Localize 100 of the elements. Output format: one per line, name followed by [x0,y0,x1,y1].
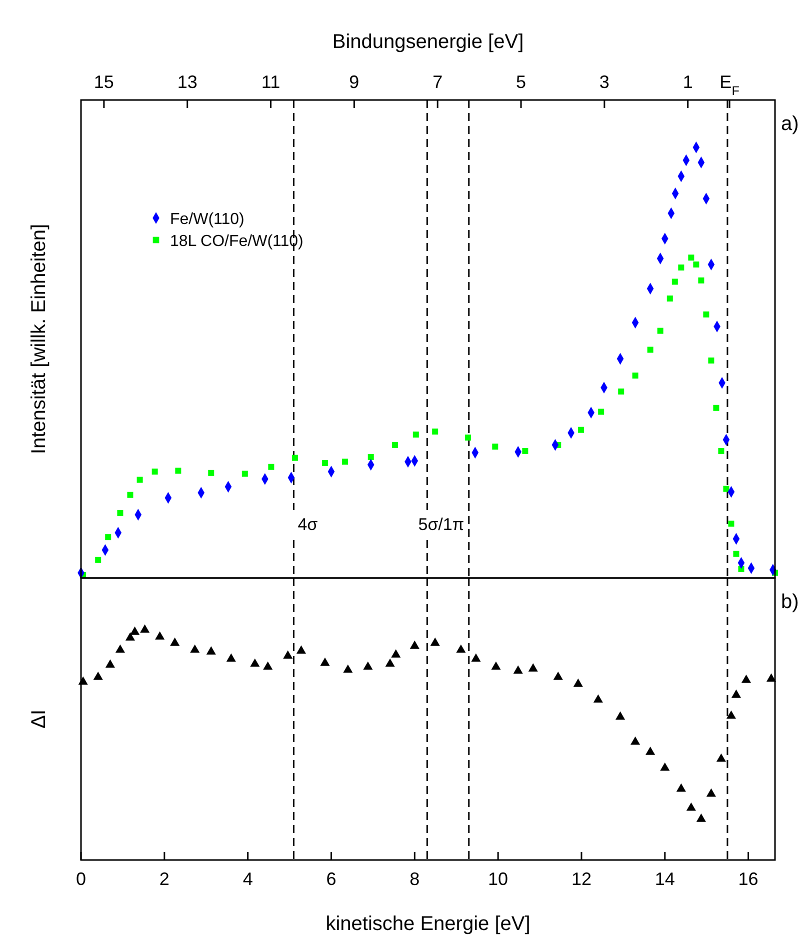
point [492,444,498,450]
x-axis-title: kinetische Energie [eV] [326,913,530,935]
point [491,661,501,670]
x-tick-label: 2 [159,869,170,889]
legend-label: Fe/W(110) [170,211,244,228]
point [117,510,124,516]
x2-tick-label: 11 [261,72,280,92]
x-tick-label: 10 [488,869,508,889]
point [632,372,638,379]
point [175,468,182,474]
point [647,346,654,353]
point [718,448,724,454]
point [630,736,640,745]
point [322,460,328,466]
point [688,254,694,261]
point [320,658,330,666]
point [698,277,704,284]
x-tick-label: 0 [76,869,86,889]
point [657,328,664,334]
x-tick-label: 8 [410,869,420,889]
point [522,448,528,454]
point [553,672,563,680]
point [125,632,136,641]
x-tick-label: 16 [738,869,758,889]
point [385,658,395,667]
point [105,659,115,668]
point [645,746,656,755]
point [733,550,740,557]
point [676,783,686,792]
point [226,653,236,662]
point [155,631,165,640]
x2-tick-label: 5 [516,72,526,92]
ref-line-label: 5σ/1π [418,515,464,534]
point [618,388,624,395]
point [471,653,481,662]
x2-tick-label: 15 [94,72,114,92]
point [706,788,716,797]
point [726,710,736,719]
x2-tick-label: 3 [599,72,610,92]
x2-tick-label: 7 [432,72,443,92]
point [686,802,696,811]
point [343,664,353,673]
point [410,640,420,649]
point [93,672,103,680]
point [140,624,150,633]
x2-tick-label: 1 [682,72,693,92]
point [263,661,273,670]
point [115,644,126,653]
ref-line-label: 4σ [298,515,318,534]
x2-tick-label: E$_{F}$ [720,72,740,98]
x-tick-label: 4 [242,869,253,889]
point [283,650,293,659]
point [206,646,216,655]
point [741,674,752,683]
text: a) [781,113,799,135]
point [615,711,626,720]
point [693,262,700,268]
point [105,534,112,540]
point [292,454,298,461]
point [412,432,419,438]
y-axis-title: Intensität [willk. Einheiten] [28,224,50,454]
point [465,434,472,441]
point [456,644,466,653]
x2-tick-label: 13 [177,72,198,92]
point [242,470,248,477]
x-tick-label: 6 [326,869,336,889]
point [716,753,726,762]
point [170,638,180,646]
x-tick-label: 12 [571,869,592,889]
point [268,464,274,470]
point [208,470,214,476]
y-axis-title: ΔI [28,710,50,728]
point [152,468,158,475]
point [573,678,583,687]
point [190,644,200,653]
point [766,673,776,682]
point [368,454,374,460]
x2-tick-label: 9 [349,72,360,92]
point [703,311,710,318]
point [95,556,102,563]
point [130,626,140,635]
point [391,649,401,658]
point [593,694,603,703]
point [342,458,348,465]
point [432,428,438,435]
point [392,442,398,448]
point [696,814,706,822]
text: b) [781,591,799,613]
point [578,426,584,433]
point [296,645,306,654]
point [723,486,730,492]
point [127,492,134,498]
point [598,408,604,415]
point [728,520,734,527]
point [731,690,742,698]
point [528,663,538,672]
point [678,264,684,271]
x-tick-label: 14 [654,869,675,889]
x2-axis-title: Bindungsenergie [eV] [332,31,524,53]
point [713,404,720,411]
